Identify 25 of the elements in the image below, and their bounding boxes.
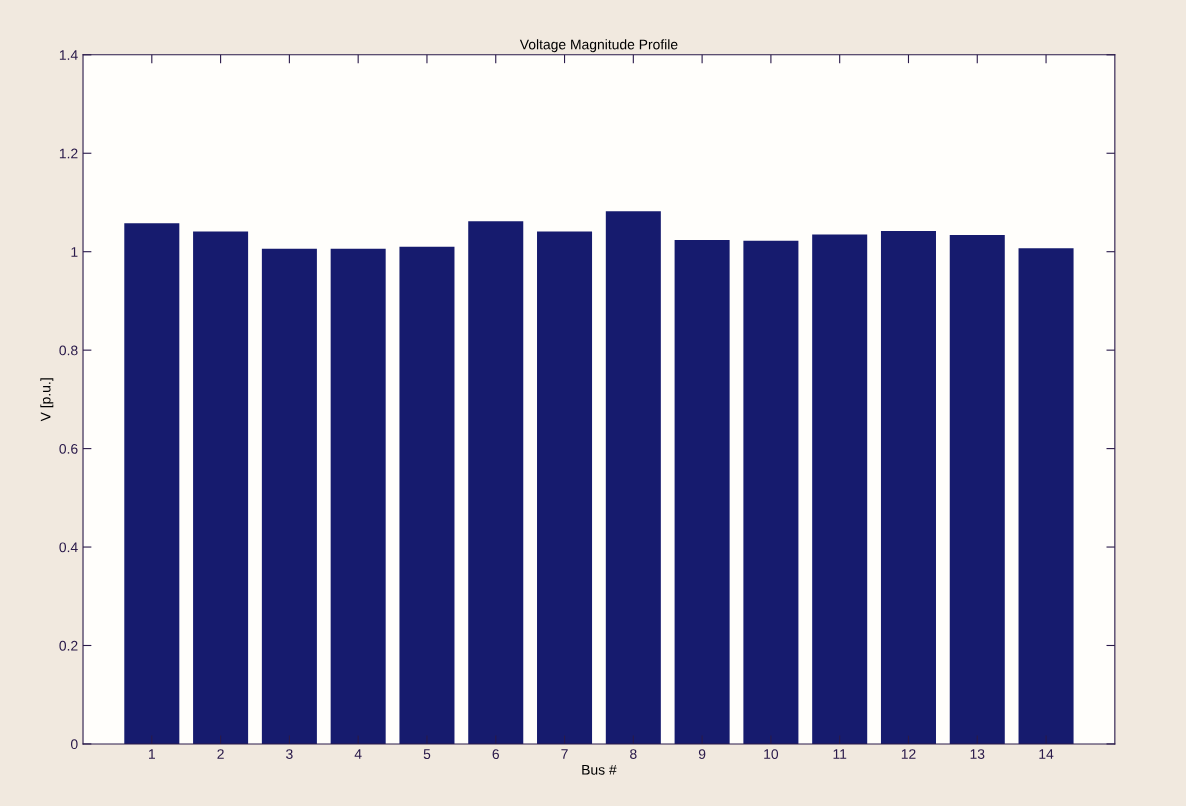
x-tick-label: 6 <box>492 749 499 759</box>
x-tick-label: 1 <box>149 749 155 759</box>
x-tick-label: 11 <box>833 749 847 759</box>
x-tick-label: 14 <box>1039 749 1054 759</box>
y-tick-label: 0 <box>70 739 78 750</box>
x-tick-label: 8 <box>630 749 637 759</box>
y-tick-label: 0.2 <box>59 640 78 651</box>
y-tick-label: 1 <box>71 247 78 257</box>
x-tick-label: 9 <box>698 749 706 759</box>
x-tick-label: 13 <box>970 749 985 759</box>
y-tick-label: 0.4 <box>59 542 78 553</box>
y-tick-label: 0.6 <box>59 443 78 454</box>
x-tick-label: 10 <box>764 749 779 759</box>
x-axis-title: Bus # <box>582 765 617 775</box>
x-tick-label: 3 <box>286 749 293 759</box>
y-tick-label: 1.2 <box>59 148 78 159</box>
y-tick-label: 0.8 <box>59 345 78 356</box>
x-tick-label: 2 <box>217 749 224 759</box>
x-tick-label: 12 <box>901 749 916 759</box>
x-tick-label: 7 <box>561 749 568 759</box>
chart-title: Voltage Magnitude Profile <box>519 39 678 53</box>
y-tick-label: 1.4 <box>59 50 78 60</box>
x-tick-label: 5 <box>423 749 431 759</box>
y-axis-title: V [p.u.] <box>40 378 54 422</box>
x-tick-label: 4 <box>354 749 362 759</box>
